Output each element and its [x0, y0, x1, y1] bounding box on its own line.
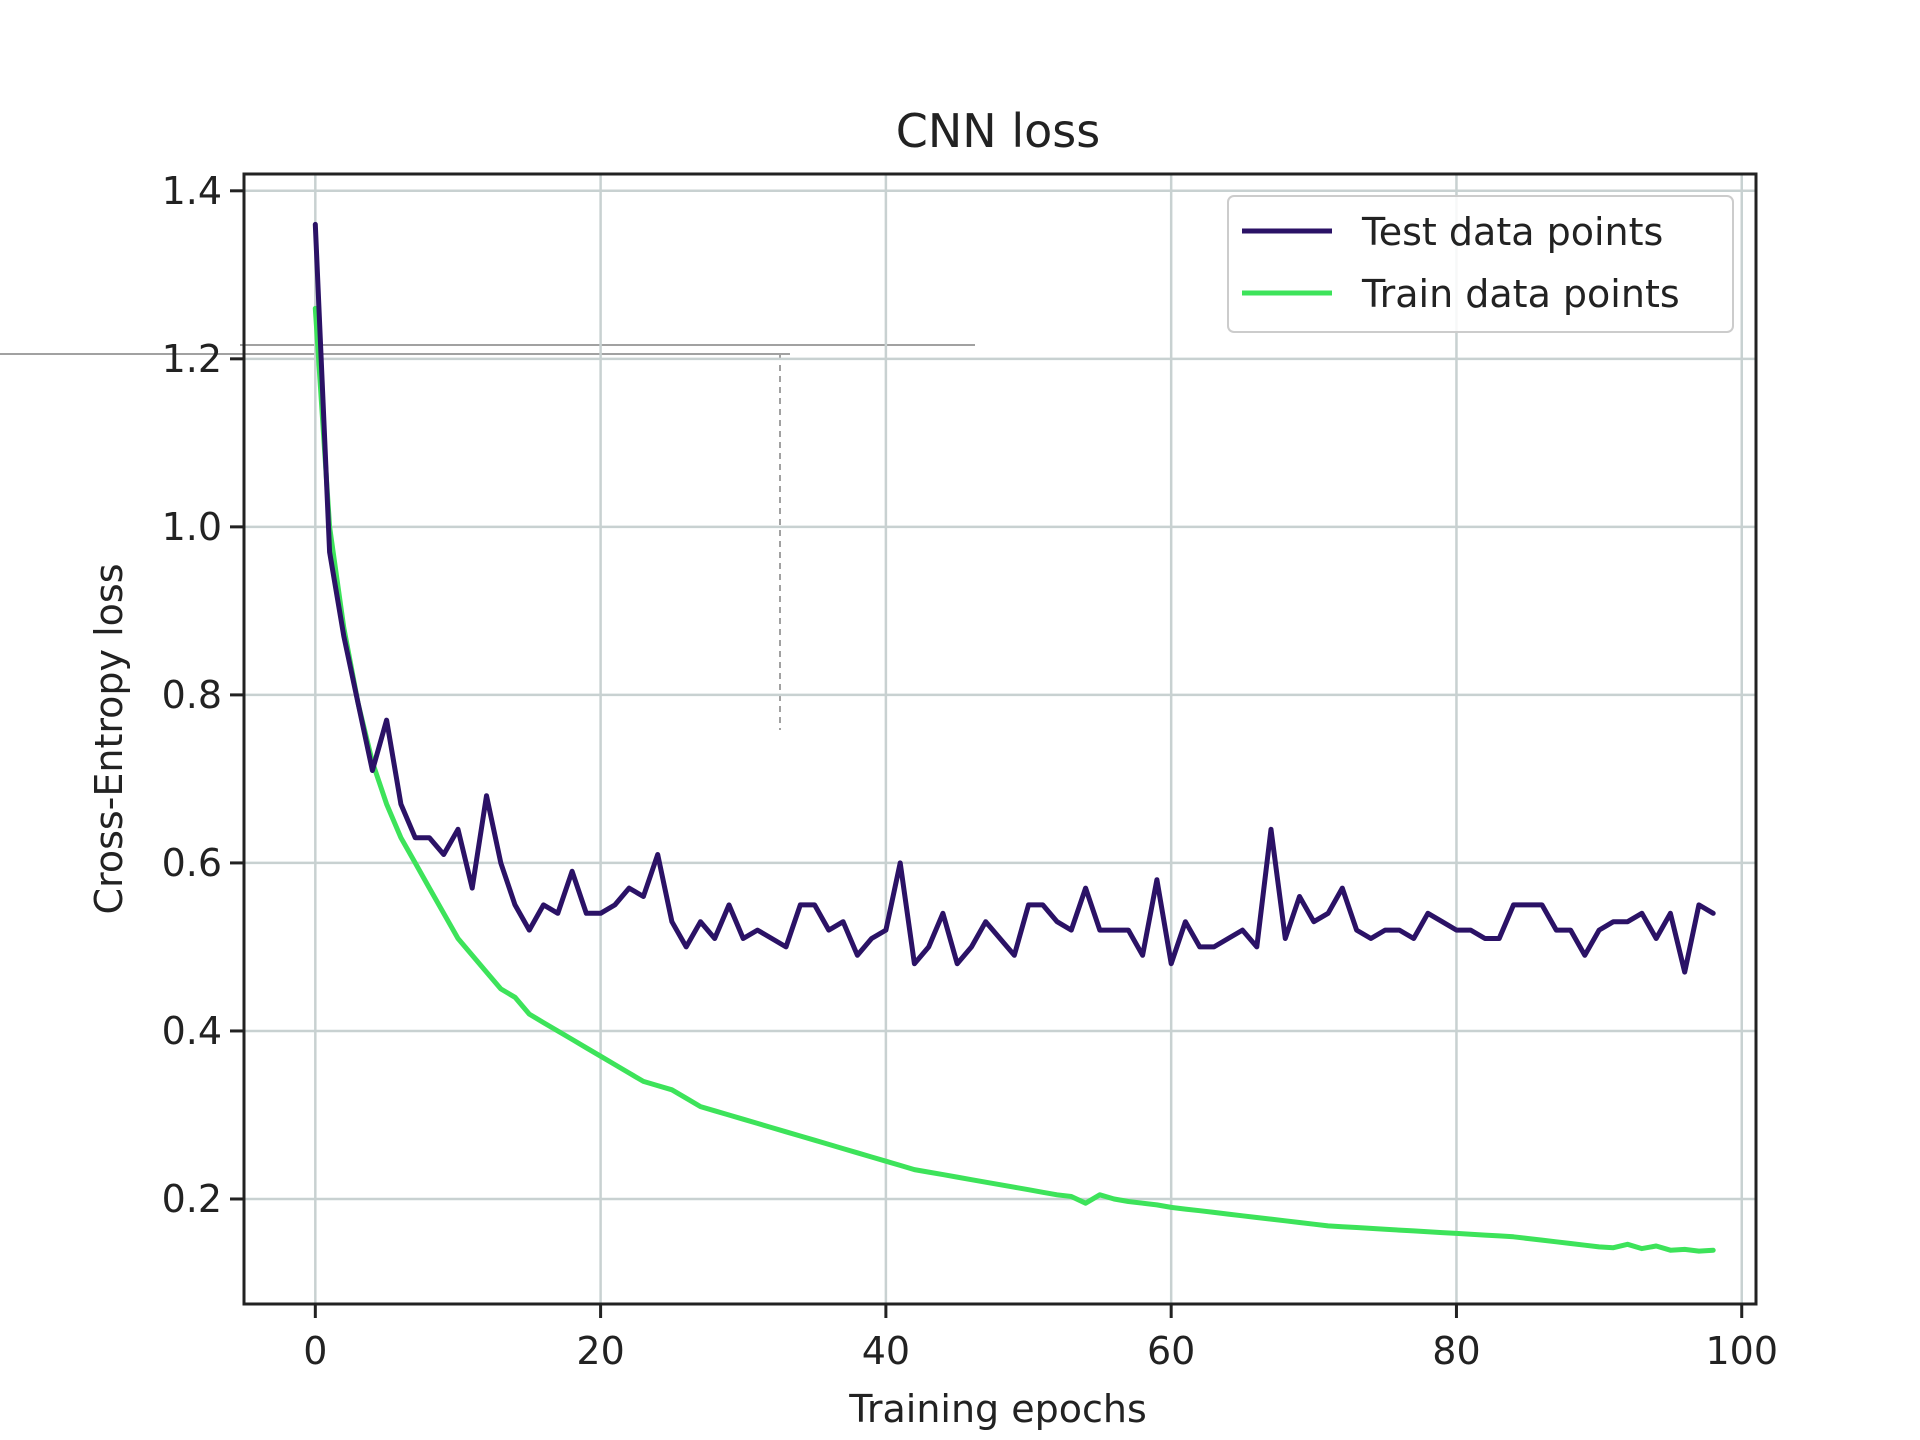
y-tick-label: 1.0	[162, 505, 222, 549]
test-series-line	[312, 221, 1716, 975]
y-tick-label: 1.4	[162, 169, 222, 213]
x-tick-label: 60	[1147, 1329, 1195, 1373]
plot-frame	[242, 172, 1758, 1306]
y-axis-label: Cross-Entropy loss	[87, 564, 131, 915]
train-series-line	[312, 305, 1716, 1254]
x-tick-label: 20	[576, 1329, 624, 1373]
series-lines	[312, 221, 1716, 1254]
y-tick-label: 0.8	[162, 673, 222, 717]
legend: Test data points Train data points	[1227, 195, 1734, 333]
legend-box	[1227, 195, 1734, 333]
grid	[244, 174, 1756, 1304]
x-axis-label: Training epochs	[848, 1387, 1147, 1431]
x-tick-label: 40	[862, 1329, 910, 1373]
y-axis: 0.2 0.4 0.6 0.8 1.0 1.2 1.4	[162, 169, 244, 1221]
legend-label-train: Train data points	[1361, 272, 1680, 316]
legend-label-test: Test data points	[1361, 210, 1663, 254]
chart-title: CNN loss	[896, 104, 1100, 158]
y-tick-label: 0.2	[162, 1177, 222, 1221]
y-tick-label: 1.2	[162, 337, 222, 381]
ghost-artifacts	[0, 344, 975, 730]
x-tick-label: 0	[303, 1329, 327, 1373]
y-tick-label: 0.4	[162, 1009, 222, 1053]
y-tick-label: 0.6	[162, 841, 222, 885]
x-tick-label: 80	[1432, 1329, 1480, 1373]
x-tick-label: 100	[1705, 1329, 1778, 1373]
x-axis: 0 20 40 60 80 100	[303, 1304, 1778, 1373]
